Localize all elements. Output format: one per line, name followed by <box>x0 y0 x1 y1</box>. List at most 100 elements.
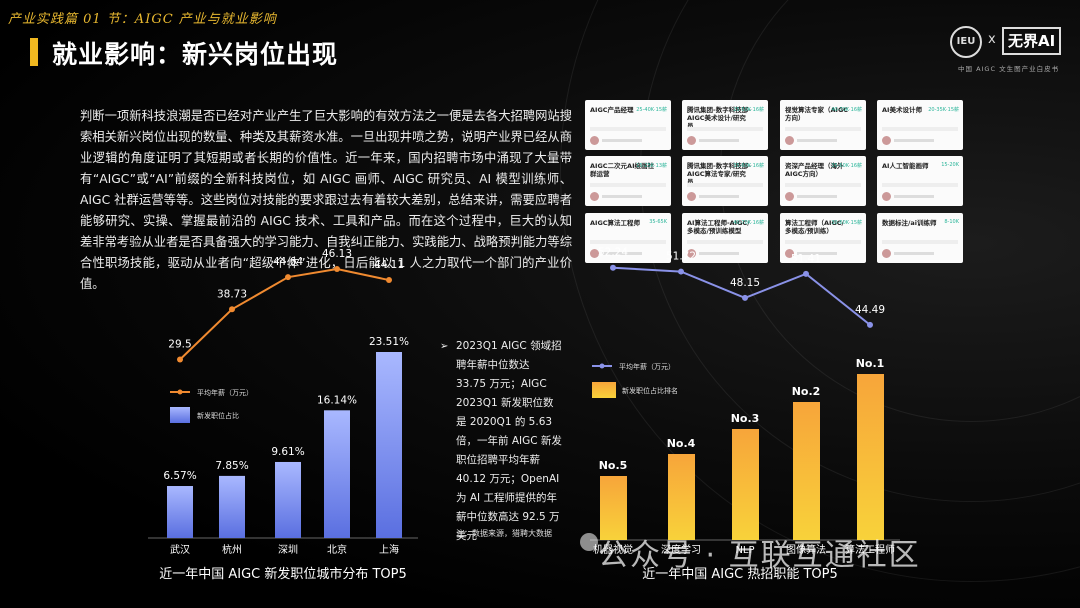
annotation-text: 2023Q1 AIGC 领域招聘年薪中位数达 33.75 万元；AIGC 202… <box>456 340 562 542</box>
salary-point <box>229 306 235 313</box>
recruiter-info <box>699 252 739 255</box>
job-card-title: 视觉算法专家（AIGC方向） <box>785 106 849 122</box>
x-tick-label: 杭州 <box>222 543 242 556</box>
bar-rank-5 <box>857 374 884 540</box>
recruiter-info <box>894 195 934 198</box>
legend-salary: 平均年薪（万元） <box>197 388 253 397</box>
salary-value-label: 46.13 <box>322 248 352 260</box>
x-tick-label: 上海 <box>379 543 399 556</box>
salary-point <box>334 266 340 273</box>
job-card-salary: 8-10K <box>944 219 959 225</box>
salary-value-label: 52.24 <box>598 247 628 259</box>
job-card: AIGC二次元AI绘画社群运营 15-25K·13薪 <box>585 156 671 206</box>
salary-line <box>179 268 390 361</box>
x-tick-label: 武汉 <box>170 543 190 556</box>
x-tick-label: 机器视觉 <box>593 543 633 556</box>
job-card-title: AIGC二次元AI绘画社群运营 <box>590 162 654 178</box>
logo-subtitle: 中国 AIGC 文生图产业白皮书 <box>958 65 1060 73</box>
job-card-tags <box>882 183 958 187</box>
job-card-title: 数据标注/ai训练师 <box>882 219 937 227</box>
job-card-tags <box>687 183 763 187</box>
chapter-label: 产业实践篇 01 节：AIGC 产业与就业影响 <box>8 12 277 27</box>
job-card-salary: 20-35K·15薪 <box>928 107 959 113</box>
recruiter-info <box>602 139 642 142</box>
x-tick-label: 图像算法 <box>786 543 826 556</box>
salary-point <box>177 356 183 363</box>
bar-share-4 <box>324 410 350 538</box>
brand-logo: 无界AI <box>1002 27 1062 55</box>
salary-point <box>678 268 684 275</box>
rank-label: No.2 <box>792 385 821 398</box>
job-card-tags <box>785 183 861 187</box>
legend-line-marker <box>599 363 605 369</box>
recruiter-info <box>797 252 837 255</box>
x-tick-label: 深度学习 <box>661 543 701 556</box>
logo-separator: x <box>988 32 996 47</box>
job-card-title: 算法工程师（AIGC/多模态/预训练） <box>785 219 844 235</box>
job-card-tags <box>785 240 861 244</box>
rank-label: No.1 <box>856 357 885 370</box>
data-source-note: 注：数据来源，猎聘大数据 <box>456 529 552 538</box>
legend-bar-swatch <box>592 382 616 398</box>
recruiter-avatar <box>687 192 696 201</box>
intro-paragraph: 判断一项新科技浪潮是否已经对产业产生了巨大影响的有效方法之一便是去各大招聘网站搜… <box>80 109 572 291</box>
recruiter-info <box>699 195 739 198</box>
salary-point <box>610 264 616 271</box>
job-card-salary: 35-60K·16薪 <box>831 163 862 169</box>
job-card-title: AIGC算法工程师 <box>590 219 641 227</box>
chart-title: 近一年中国 AIGC 新发职位城市分布 TOP5 <box>159 566 407 582</box>
salary-point <box>742 294 748 301</box>
job-card-title: 腾讯集团-数字科技部-AIGC算法专家/研究员 <box>687 162 751 186</box>
job-card-tags <box>590 183 666 187</box>
job-card-tags <box>590 240 666 244</box>
recruiter-info <box>602 195 642 198</box>
salary-value-label: 44.64 <box>273 256 303 268</box>
recruiter-avatar <box>785 192 794 201</box>
annotation-box: ➢ 2023Q1 AIGC 领域招聘年薪中位数达 33.75 万元；AIGC 2… <box>440 337 562 546</box>
title-accent-bar <box>30 38 38 66</box>
job-card: AI人工智能画师 15-20K <box>877 156 963 206</box>
recruiter-avatar <box>785 249 794 258</box>
bar-value-label: 6.57% <box>163 470 196 482</box>
bar-rank-4 <box>793 402 820 540</box>
partner-logo-icon: IEU <box>950 26 982 58</box>
salary-point <box>386 277 392 284</box>
bar-share-1 <box>167 486 193 538</box>
x-tick-label: 深圳 <box>278 544 298 556</box>
watermark: 公众号 · 互联互通社区 <box>598 538 921 573</box>
recruiter-avatar <box>687 136 696 145</box>
recruiter-avatar <box>590 136 599 145</box>
salary-value-label: 48.15 <box>730 277 760 289</box>
salary-point <box>803 270 809 277</box>
job-card-title: AIGC产品经理 <box>590 106 634 114</box>
recruiter-avatar <box>882 136 891 145</box>
salary-point <box>867 321 873 328</box>
recruiter-info <box>894 252 934 255</box>
bar-value-label: 23.51% <box>369 336 409 348</box>
wechat-icon <box>580 533 598 551</box>
job-card-tags <box>882 240 958 244</box>
legend-share: 新发职位占比 <box>197 411 239 420</box>
job-card-tags <box>590 127 666 131</box>
x-tick-label: 算法工程师 <box>845 543 895 556</box>
job-card-tags <box>687 127 763 131</box>
salary-value-label: 51.41 <box>791 253 821 265</box>
salary-value-label: 44.49 <box>855 304 885 316</box>
chart-title: 近一年中国 AIGC 热招职能 TOP5 <box>642 567 838 582</box>
salary-value-label: 44.11 <box>374 259 404 271</box>
job-card-title: AI美术设计师 <box>882 106 922 114</box>
bar-share-2 <box>219 475 245 538</box>
job-card-salary: 40-70K·16薪 <box>831 107 862 113</box>
job-card-salary: 35-60K·16薪 <box>733 163 764 169</box>
job-card-tags <box>687 240 763 244</box>
job-card-title: 腾讯集团-数字科技部-AIGC美术设计/研究员 <box>687 106 751 130</box>
recruiter-info <box>797 139 837 142</box>
bar-share-5 <box>376 352 402 538</box>
page-title: 就业影响：新兴岗位出现 <box>52 40 339 69</box>
recruiter-info <box>699 139 739 142</box>
job-card: 算法工程师（AIGC/多模态/预训练） 30-60K·15薪 <box>780 213 866 263</box>
bar-value-label: 16.14% <box>317 394 357 406</box>
bar-rank-3 <box>732 429 759 540</box>
